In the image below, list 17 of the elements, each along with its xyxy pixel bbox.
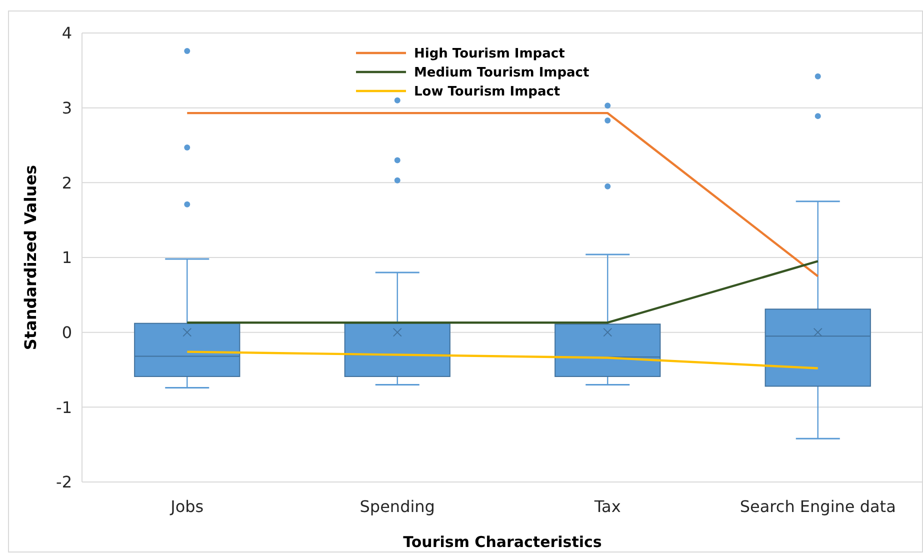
y-tick-label: 1 — [62, 248, 72, 268]
legend-label: High Tourism Impact — [414, 46, 565, 62]
x-axis-title: Tourism Characteristics — [403, 533, 602, 551]
y-tick-label: 4 — [62, 24, 72, 43]
x-tick-label: Search Engine data — [740, 497, 896, 516]
y-tick-label: 0 — [62, 322, 72, 342]
x-tick-label: Tax — [593, 497, 621, 516]
legend-label: Medium Tourism Impact — [414, 66, 590, 81]
y-tick-label: 3 — [62, 98, 72, 118]
y-axis-title: Standardized Values — [21, 164, 40, 350]
x-tick-label: Jobs — [170, 497, 204, 516]
y-tick-label: 2 — [62, 173, 72, 192]
legend-label: Low Tourism Impact — [414, 84, 560, 100]
y-tick-label: -1 — [56, 398, 72, 417]
y-tick-label: -2 — [56, 472, 72, 492]
x-tick-label: Spending — [360, 497, 435, 516]
line-series — [186, 350, 819, 370]
